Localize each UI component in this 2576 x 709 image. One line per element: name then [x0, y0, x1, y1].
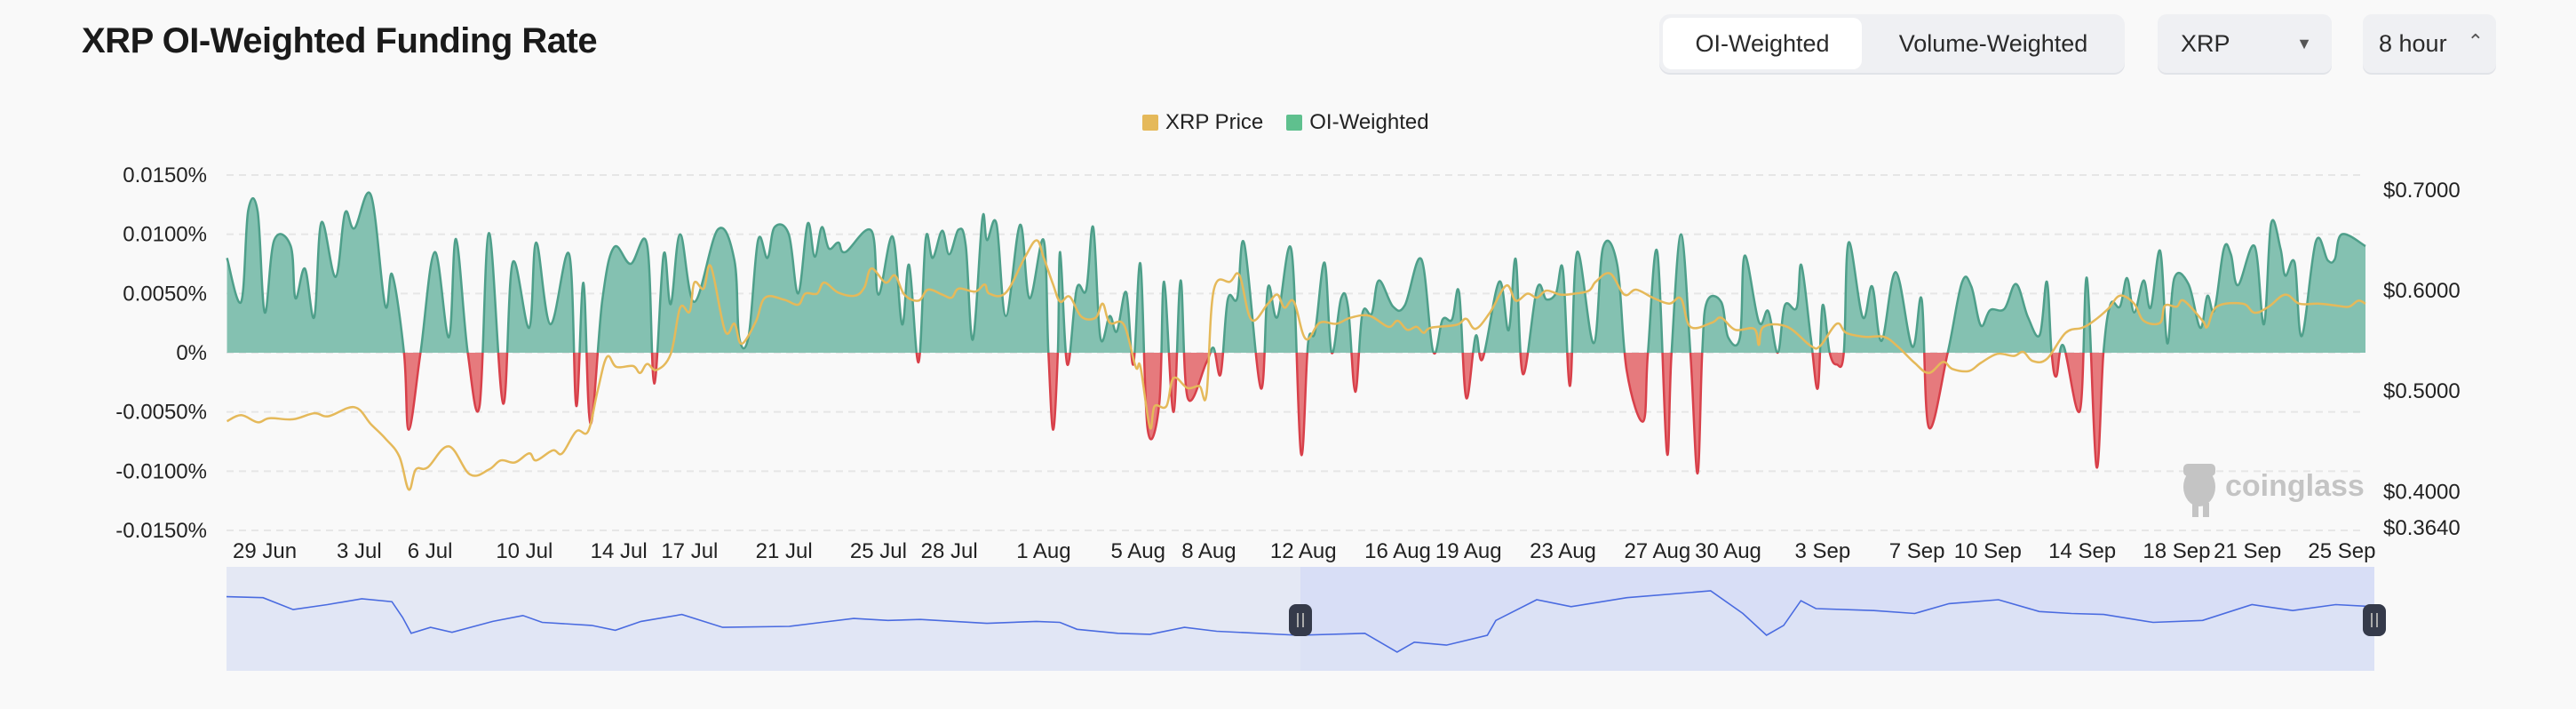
x-tick-label: 1 Aug: [1016, 539, 1070, 563]
x-tick-label: 25 Sep: [2308, 539, 2375, 563]
price-line: [226, 239, 2366, 491]
right-axis: $0.7000 $0.6000 $0.5000 $0.4000 $0.3640: [2383, 179, 2461, 540]
x-tick-label: 30 Aug: [1695, 539, 1761, 563]
right-tick-label: $0.3640: [2383, 516, 2461, 540]
x-tick-label: 5 Aug: [1111, 539, 1165, 563]
x-axis: 29 Jun 3 Jul 6 Jul 10 Jul 14 Jul 17 Jul 21 Jul…: [233, 539, 2375, 563]
left-tick-label: 0%: [176, 341, 207, 365]
navigator-price-line: [226, 590, 2375, 653]
x-tick-label: 23 Aug: [1530, 539, 1596, 563]
legend-item-price[interactable]: XRP Price: [1142, 110, 1263, 135]
interval-select-value: 8 hour: [2379, 30, 2447, 57]
x-tick-label: 3 Sep: [1794, 539, 1850, 563]
navigator-area: [227, 591, 2374, 671]
x-tick-label: 16 Aug: [1364, 539, 1431, 563]
watermark-text: coinglass: [2225, 469, 2365, 503]
tab-volume-weighted[interactable]: Volume-Weighted: [1898, 30, 2088, 57]
x-tick-label: 12 Aug: [1270, 539, 1337, 563]
series-layer: [226, 191, 2366, 491]
x-tick-label: 14 Jul: [591, 539, 648, 563]
right-tick-label: $0.5000: [2383, 379, 2461, 403]
legend-label-oi-weighted: OI-Weighted: [1309, 110, 1429, 134]
weighting-toggle: OI-Weighted Volume-Weighted: [1659, 14, 2125, 73]
chevron-up-down-icon: ⌃: [2467, 30, 2484, 52]
x-tick-label: 21 Sep: [2214, 539, 2281, 563]
x-tick-label: 14 Sep: [2048, 539, 2116, 563]
left-tick-label: 0.0100%: [123, 223, 207, 247]
x-tick-label: 29 Jun: [233, 539, 297, 563]
caret-down-icon: ▼: [2296, 35, 2312, 52]
coinglass-watermark: coinglass: [2183, 464, 2365, 517]
x-tick-label: 27 Aug: [1624, 539, 1690, 563]
x-tick-label: 21 Jul: [756, 539, 813, 563]
chart-legend: XRP Price OI-Weighted: [1142, 110, 1429, 135]
coin-select-value: XRP: [2181, 30, 2230, 57]
right-tick-label: $0.7000: [2383, 179, 2461, 203]
coinglass-logo-icon: [2183, 464, 2215, 517]
page-title: XRP OI-Weighted Funding Rate: [82, 21, 598, 60]
navigator-handle-left[interactable]: [1289, 604, 1312, 636]
legend-swatch-price: [1142, 115, 1158, 131]
legend-swatch-oi-weighted: [1286, 115, 1303, 131]
x-tick-label: 10 Sep: [1954, 539, 2022, 563]
left-tick-label: -0.0100%: [115, 459, 207, 483]
left-tick-label: -0.0150%: [115, 519, 207, 543]
tab-oi-weighted[interactable]: OI-Weighted: [1663, 18, 1862, 69]
left-tick-label: -0.0050%: [115, 401, 207, 425]
legend-label-price: XRP Price: [1165, 110, 1264, 134]
interval-select[interactable]: 8 hour ⌃: [2363, 14, 2496, 73]
left-tick-label: 0.0050%: [123, 282, 207, 306]
funding-positive-line: [226, 191, 2366, 353]
x-tick-label: 19 Aug: [1435, 539, 1502, 563]
right-tick-label: $0.4000: [2383, 480, 2461, 504]
x-tick-label: 28 Jul: [921, 539, 978, 563]
x-tick-label: 3 Jul: [337, 539, 382, 563]
x-tick-label: 18 Sep: [2143, 539, 2210, 563]
x-tick-label: 7 Sep: [1889, 539, 1945, 563]
funding-positive-area: [227, 192, 2365, 353]
coin-select[interactable]: XRP ▼: [2158, 14, 2332, 73]
x-tick-label: 8 Aug: [1181, 539, 1236, 563]
x-tick-label: 10 Jul: [496, 539, 553, 563]
x-tick-label: 25 Jul: [850, 539, 907, 563]
right-tick-label: $0.6000: [2383, 279, 2461, 303]
left-axis: 0.0150% 0.0100% 0.0050% 0% -0.0050% -0.0100% -…: [115, 163, 207, 543]
navigator-handle-right[interactable]: [2363, 604, 2386, 636]
legend-item-oi-weighted[interactable]: OI-Weighted: [1286, 110, 1429, 135]
left-tick-label: 0.0150%: [123, 163, 207, 187]
x-tick-label: 17 Jul: [661, 539, 718, 563]
navigator[interactable]: [226, 567, 2386, 671]
x-tick-label: 6 Jul: [408, 539, 453, 563]
